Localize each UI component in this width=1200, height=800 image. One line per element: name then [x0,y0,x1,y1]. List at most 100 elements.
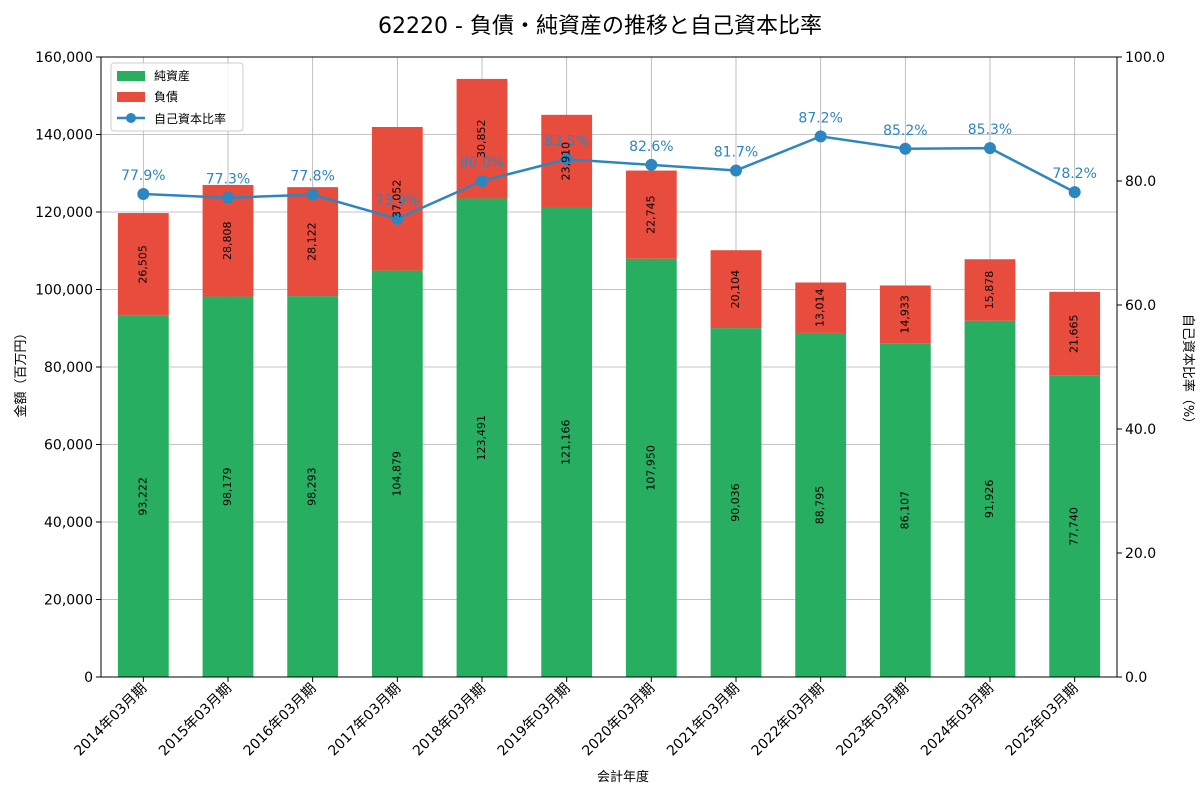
legend-swatch-ratio-marker [126,113,136,123]
equity-value-label: 90,036 [729,483,742,522]
equity-bar [1049,375,1101,677]
y-tick-label: 20,000 [44,593,93,609]
equity-value-label: 93,222 [136,477,149,516]
equity-bar [541,207,593,677]
ratio-value-label: 77.8% [290,169,334,185]
y-tick-label: 40,000 [44,515,93,531]
liability-value-label: 13,014 [814,288,827,327]
y2-tick-label: 40.0 [1125,422,1156,438]
y-tick-label: 100,000 [35,283,93,299]
x-tick-label: 2024年03月期 [918,681,997,760]
ratio-point [1068,186,1081,199]
x-tick-label: 2022年03月期 [749,681,828,760]
x-tick-label: 2014年03月期 [71,681,150,760]
ratio-value-label: 87.2% [798,110,842,126]
ratio-point [476,175,488,187]
x-tick-label: 2019年03月期 [495,681,574,760]
x-axis-label: 会計年度 [597,769,649,785]
equity-bar [625,258,677,677]
labels-layer: 93,222 26,505 98,179 28,808 98,293 28,122 104,… [136,119,1080,545]
equity-value-label: 121,166 [560,419,573,465]
ratio-point [645,158,658,171]
ratio-point [730,164,742,177]
y2-tick-label: 100.0 [1125,50,1165,66]
ratio-line-layer: 77.9% 77.3% 77.8% 73.9% 80.0% 83.5% 82.6% 81.7%… [121,110,1097,225]
liability-value-label: 26,505 [136,245,149,284]
ratio-value-label: 73.9% [375,193,419,209]
liability-bar [287,187,339,297]
ratio-point [306,188,319,201]
liability-bar [964,259,1016,321]
equity-bar [371,270,423,677]
equity-bar [287,296,339,677]
legend-label-equity: 純資産 [154,68,190,83]
y-tick-label: 60,000 [44,438,93,454]
y-axis-label: 金額（百万円） [13,326,29,417]
legend-swatch-equity [117,71,145,81]
liability-value-label: 28,808 [221,221,234,260]
ratio-point [814,130,827,143]
ratio-point [984,142,996,155]
ratio-point [137,188,150,201]
y-tick-label: 120,000 [35,205,93,221]
ratio-value-label: 85.3% [968,122,1012,138]
x-tick-label: 2025年03月期 [1003,681,1082,760]
liability-bar [117,213,169,316]
y2-tick-label: 60.0 [1125,298,1156,314]
liability-value-label: 30,852 [475,119,488,158]
equity-bar [202,296,254,677]
ratio-value-label: 81.7% [714,144,758,160]
ratio-point [560,153,573,166]
ratio-value-label: 77.9% [121,168,165,184]
liability-value-label: 37,052 [390,180,403,219]
y-tick-label: 140,000 [35,128,93,144]
y2-tick-label: 0.0 [1125,670,1147,686]
equity-value-label: 86,107 [898,491,911,530]
legend-swatch-liability [117,92,145,102]
equity-bar [795,332,847,677]
x-tick-label: 2021年03月期 [664,681,743,760]
ratio-value-label: 77.3% [206,172,250,188]
chart-title: 62220 - 負債・純資産の推移と自己資本比率 [378,14,822,39]
x-tick-label: 2018年03月期 [410,681,489,760]
x-tick-label: 2017年03月期 [325,681,404,760]
legend-label-ratio: 自己資本比率 [154,111,226,126]
liability-bar [879,285,931,344]
equity-bar [964,320,1016,677]
legend-label-liability: 負債 [154,89,178,104]
y2-axis-label: 自己資本比率（%） [1180,314,1196,430]
equity-value-label: 88,795 [814,486,827,525]
equity-bar [710,328,762,677]
liability-bar [795,282,847,333]
ratio-point [391,212,404,225]
equity-bar [456,198,508,677]
liability-value-label: 14,933 [898,295,911,334]
equity-value-label: 77,740 [1068,507,1081,546]
liability-value-label: 23,910 [560,142,573,181]
liability-value-label: 15,878 [983,271,996,310]
y-tick-label: 0 [84,670,93,686]
y-tick-label: 160,000 [35,50,93,66]
equity-value-label: 91,926 [983,480,996,519]
ratio-value-label: 82.6% [629,139,673,155]
equity-value-label: 104,879 [390,451,403,497]
x-tick-label: 2015年03月期 [156,681,235,760]
liability-bar [625,170,677,259]
equity-value-label: 98,179 [221,468,234,507]
liability-bar [1049,291,1101,376]
liability-value-label: 21,665 [1068,315,1081,354]
liability-value-label: 20,104 [729,270,742,309]
equity-bar [879,343,931,677]
ratio-point [899,142,912,155]
y2-tick-label: 80.0 [1125,174,1156,190]
equity-value-label: 98,293 [306,467,319,506]
liability-bar [371,127,423,271]
x-tick-label: 2023年03月期 [833,681,912,760]
y2-tick-label: 20.0 [1125,546,1156,562]
equity-value-label: 107,950 [644,445,657,491]
x-tick-label: 2016年03月期 [241,681,320,760]
ratio-point [222,191,234,204]
